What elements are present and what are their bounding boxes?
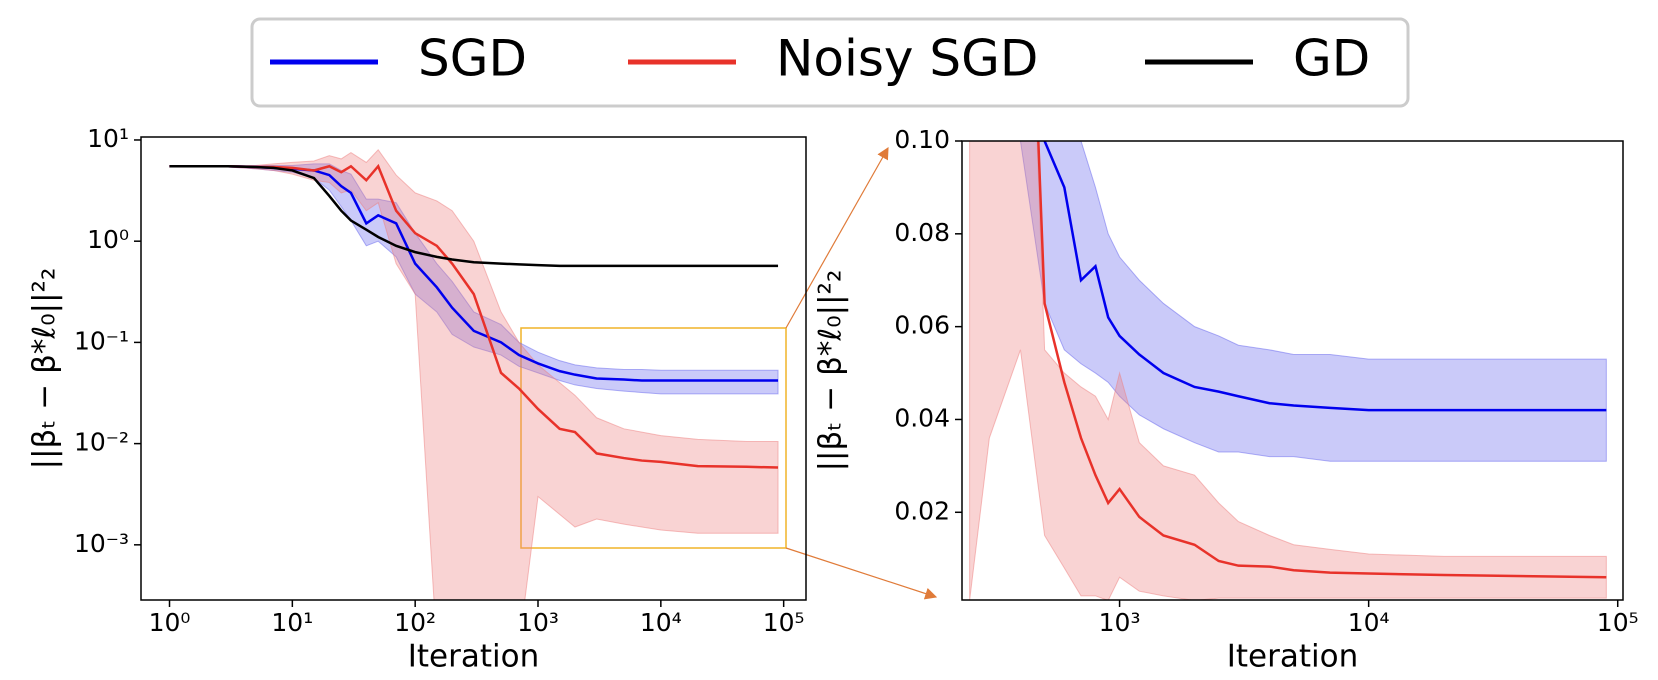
plot-area [969, 141, 1607, 600]
zoom-arrow [785, 146, 889, 329]
x-tick-label: 10¹ [271, 608, 313, 637]
y-tick-label: 0.10 [894, 125, 950, 154]
x-tick-label: 10⁴ [1348, 608, 1390, 637]
x-tick-label: 10⁵ [763, 608, 805, 637]
series-line [1043, 141, 1607, 412]
legend-box [250, 17, 1410, 108]
x-tick-label: 10² [394, 608, 436, 637]
confidence-band [1019, 141, 1607, 462]
y-tick-label: 0.04 [894, 403, 950, 432]
x-tick-label: 10⁰ [149, 608, 191, 637]
y-axis-label: ||βₜ − β*ℓ₀||²₂ [813, 270, 849, 472]
y-tick-label: 0.06 [894, 311, 950, 340]
zoom-arrow [785, 547, 938, 600]
zoom-box [520, 327, 787, 549]
y-tick-label: 10⁻¹ [74, 326, 129, 355]
series-line [169, 165, 779, 268]
x-axis-label: Iteration [408, 639, 540, 675]
legend: SGD Noisy SGD GD [270, 30, 1370, 88]
x-tick-label: 10⁴ [640, 608, 682, 637]
legend-label: SGD [418, 30, 527, 88]
x-tick-label: 10⁵ [1597, 608, 1639, 637]
legend-label: GD [1293, 30, 1370, 88]
y-tick-label: 10⁰ [87, 225, 129, 254]
plot-area [169, 148, 779, 600]
y-tick-label: 10¹ [87, 124, 129, 153]
y-tick-label: 0.02 [894, 496, 950, 525]
plot-frame [961, 140, 1624, 601]
plot-frame [140, 136, 807, 601]
y-axis-label: ||βₜ − β*ℓ₀||²₂ [27, 268, 63, 470]
x-tick-label: 10³ [517, 608, 559, 637]
y-tick-label: 0.08 [894, 218, 950, 247]
x-tick-label: 10³ [1099, 608, 1141, 637]
y-tick-label: 10⁻³ [74, 529, 129, 558]
confidence-band [169, 148, 779, 600]
x-axis-label: Iteration [1227, 639, 1359, 675]
confidence-band [969, 141, 1607, 600]
series-line [169, 163, 779, 469]
y-tick-label: 10⁻² [74, 428, 129, 457]
legend-label: Noisy SGD [776, 30, 1038, 88]
series-line [1037, 141, 1607, 579]
